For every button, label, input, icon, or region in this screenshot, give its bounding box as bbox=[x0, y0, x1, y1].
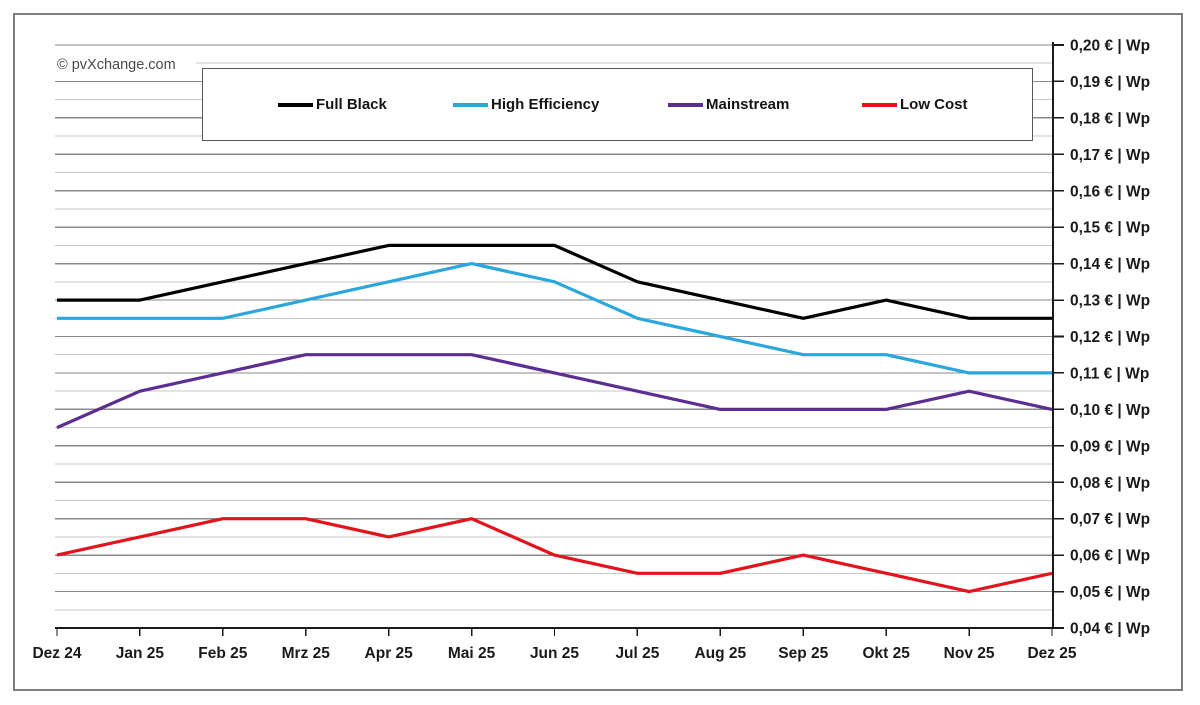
y-tick-label: 0,08 € | Wp bbox=[1070, 475, 1150, 492]
legend-item-low-cost: Low Cost bbox=[862, 69, 968, 140]
legend-swatch-full-black bbox=[278, 102, 313, 107]
y-tick-label: 0,05 € | Wp bbox=[1070, 584, 1150, 601]
x-tick-label: Apr 25 bbox=[365, 645, 414, 662]
x-tick-label: Dez 24 bbox=[32, 645, 81, 662]
x-tick-label: Mai 25 bbox=[448, 645, 496, 662]
y-tick-label: 0,06 € | Wp bbox=[1070, 548, 1150, 565]
y-tick-label: 0,14 € | Wp bbox=[1070, 256, 1150, 273]
outer-frame bbox=[13, 13, 1183, 691]
series-lines bbox=[56, 243, 1053, 594]
x-axis: Dez 24 Jan 25 Feb 25 Mrz 25 Apr 25 Mai 25 Jun … bbox=[32, 627, 1077, 662]
legend-label: Mainstream bbox=[706, 96, 790, 113]
series-line-mainstream bbox=[56, 353, 1053, 430]
legend-item-mainstream: Mainstream bbox=[668, 69, 789, 140]
x-tick-label: Jan 25 bbox=[116, 645, 165, 662]
x-tick-label: Aug 25 bbox=[694, 645, 746, 662]
x-tick-label: Mrz 25 bbox=[282, 645, 331, 662]
y-tick-label: 0,10 € | Wp bbox=[1070, 402, 1150, 419]
legend-label: Low Cost bbox=[900, 96, 968, 113]
legend-item-full-black: Full Black bbox=[278, 69, 387, 140]
x-tick-label: Dez 25 bbox=[1027, 645, 1076, 662]
legend-label: High Efficiency bbox=[491, 96, 600, 113]
y-tick-label: 0,15 € | Wp bbox=[1070, 220, 1150, 237]
y-tick-label: 0,18 € | Wp bbox=[1070, 110, 1150, 127]
legend-label: Full Black bbox=[316, 96, 387, 113]
y-tick-label: 0,16 € | Wp bbox=[1070, 183, 1150, 200]
x-tick-label: Okt 25 bbox=[862, 645, 910, 662]
y-tick-label: 0,09 € | Wp bbox=[1070, 438, 1150, 455]
x-tick-label: Sep 25 bbox=[778, 645, 828, 662]
y-tick-label: 0,07 € | Wp bbox=[1070, 511, 1150, 528]
x-tick-label: Jun 25 bbox=[530, 645, 579, 662]
series-line-full-black bbox=[57, 243, 1052, 320]
y-tick-label: 0,20 € | Wp bbox=[1070, 38, 1150, 55]
legend-swatch-mainstream bbox=[668, 102, 703, 107]
x-tick-label: Nov 25 bbox=[944, 645, 995, 662]
legend-swatch-low-cost bbox=[862, 102, 897, 107]
y-axis: 0,20 € | Wp 0,19 € | Wp 0,18 € | Wp 0,17 € … bbox=[1052, 38, 1150, 638]
series-line-low-cost bbox=[56, 517, 1053, 594]
x-tick-label: Feb 25 bbox=[198, 645, 247, 662]
legend-item-high-efficiency: High Efficiency bbox=[453, 69, 599, 140]
watermark: © pvXchange.com bbox=[50, 50, 196, 80]
y-tick-label: 0,04 € | Wp bbox=[1070, 621, 1150, 638]
y-tick-label: 0,17 € | Wp bbox=[1070, 147, 1150, 164]
y-tick-label: 0,11 € | Wp bbox=[1070, 365, 1149, 382]
y-tick-label: 0,12 € | Wp bbox=[1070, 329, 1150, 346]
y-tick-label: 0,19 € | Wp bbox=[1070, 74, 1150, 91]
legend-swatch-high-efficiency bbox=[453, 102, 488, 107]
x-tick-label: Jul 25 bbox=[615, 645, 659, 662]
series-line-high-efficiency bbox=[57, 262, 1052, 375]
y-tick-label: 0,13 € | Wp bbox=[1070, 293, 1150, 310]
legend: Full Black High Efficiency Mainstream Low C… bbox=[202, 68, 1033, 141]
